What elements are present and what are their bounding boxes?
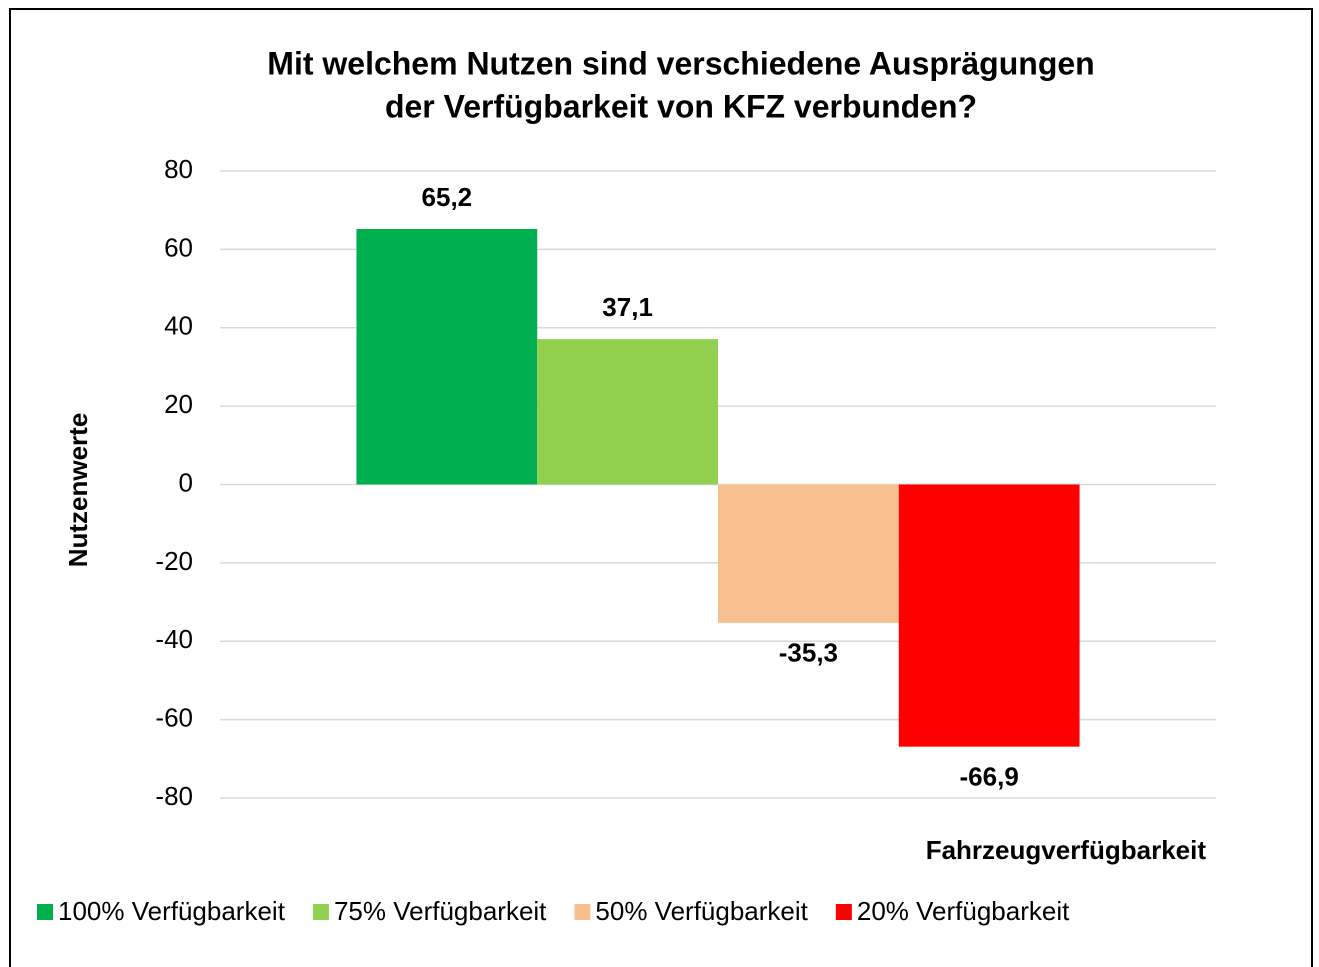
y-axis-label: Nutzenwerte	[63, 413, 93, 568]
bar	[356, 228, 538, 485]
legend-label: 50% Verfügbarkeit	[595, 896, 808, 926]
legend-swatch	[312, 904, 329, 920]
x-axis-label: Fahrzeugverfügbarkeit	[926, 835, 1207, 865]
legend-swatch	[37, 904, 53, 920]
chart-title: der Verfügbarkeit von KFZ verbunden?	[385, 88, 977, 124]
y-tick-label: 0	[179, 467, 193, 497]
data-label: 37,1	[602, 292, 653, 322]
legend-label: 20% Verfügbarkeit	[857, 896, 1070, 926]
legend-label: 75% Verfügbarkeit	[334, 896, 547, 926]
y-tick-label: 80	[164, 154, 193, 184]
legend-label: 100% Verfügbarkeit	[58, 896, 286, 926]
y-tick-label: 60	[164, 232, 193, 262]
bar	[718, 484, 899, 623]
data-label: -35,3	[779, 638, 838, 668]
legend-swatch	[835, 904, 852, 920]
data-label: -66,9	[960, 762, 1019, 792]
bar	[898, 484, 1080, 747]
chart-title: Mit welchem Nutzen sind verschiedene Aus…	[267, 45, 1094, 81]
y-tick-label: -40	[155, 624, 193, 654]
y-tick-label: 40	[164, 311, 193, 341]
data-label: 65,2	[422, 182, 473, 212]
y-tick-label: 20	[164, 389, 193, 419]
chart-border	[9, 8, 1313, 967]
y-tick-label: -20	[155, 546, 193, 576]
legend-swatch	[574, 904, 591, 920]
y-tick-label: -80	[155, 781, 193, 811]
y-tick-label: -60	[155, 703, 193, 733]
bar	[537, 339, 718, 485]
